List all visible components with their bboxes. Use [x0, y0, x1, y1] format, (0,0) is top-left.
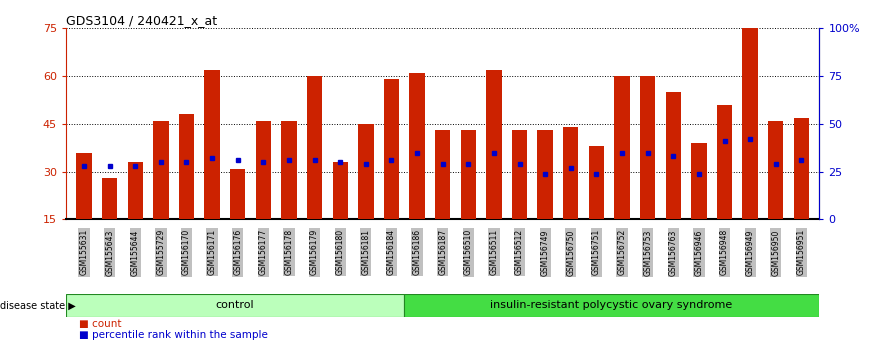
Text: ■ percentile rank within the sample: ■ percentile rank within the sample	[79, 330, 268, 339]
Bar	[179, 114, 194, 219]
Bar	[614, 76, 630, 219]
Bar	[77, 153, 92, 219]
Text: insulin-resistant polycystic ovary syndrome: insulin-resistant polycystic ovary syndr…	[491, 300, 733, 310]
Bar	[717, 105, 732, 219]
Bar	[230, 169, 246, 219]
Bar	[666, 92, 681, 219]
Bar	[461, 130, 476, 219]
Bar	[410, 73, 425, 219]
Bar	[435, 130, 450, 219]
Bar	[153, 121, 168, 219]
Bar	[512, 130, 527, 219]
Bar	[66, 294, 403, 317]
Bar	[255, 121, 271, 219]
Bar	[307, 76, 322, 219]
Text: ■ count: ■ count	[79, 319, 122, 329]
Bar	[128, 162, 143, 219]
Bar	[359, 124, 374, 219]
Text: control: control	[216, 300, 255, 310]
Bar	[743, 28, 758, 219]
Bar	[281, 121, 297, 219]
Bar	[640, 76, 655, 219]
Bar	[537, 130, 553, 219]
Bar	[794, 118, 809, 219]
Bar	[384, 79, 399, 219]
Bar	[204, 70, 219, 219]
Bar	[563, 127, 579, 219]
Bar	[768, 121, 783, 219]
Bar	[332, 162, 348, 219]
Bar	[692, 143, 707, 219]
Bar	[589, 146, 604, 219]
Bar	[102, 178, 117, 219]
Text: disease state ▶: disease state ▶	[0, 301, 76, 311]
Bar	[486, 70, 501, 219]
Bar	[403, 294, 819, 317]
Text: GDS3104 / 240421_x_at: GDS3104 / 240421_x_at	[66, 14, 218, 27]
